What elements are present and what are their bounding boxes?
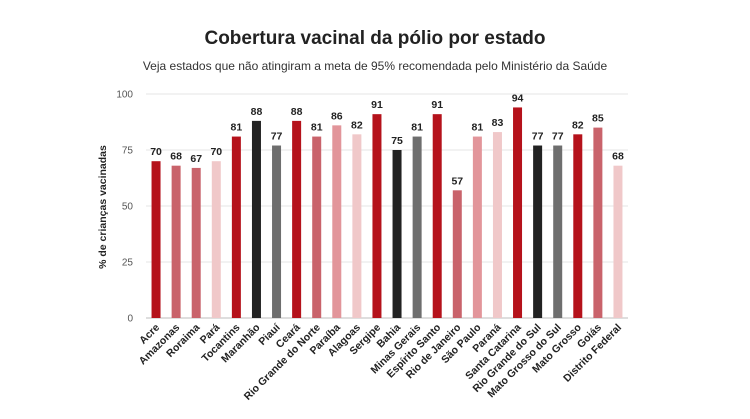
bar xyxy=(573,134,583,318)
y-axis-ticks: 0 25 50 75 100 xyxy=(116,90,133,325)
bar xyxy=(151,161,161,318)
data-label: 88 xyxy=(291,106,303,118)
data-label: 81 xyxy=(472,122,484,134)
y-tick-label: 50 xyxy=(122,202,134,213)
bar xyxy=(533,145,543,318)
data-label: 67 xyxy=(190,153,202,165)
bar xyxy=(372,114,382,318)
bar xyxy=(553,145,563,318)
chart-subtitle: Veja estados que não atingiram a meta de… xyxy=(142,59,608,73)
data-label: 94 xyxy=(512,92,524,104)
data-label: 88 xyxy=(251,106,263,118)
data-label: 70 xyxy=(210,146,222,158)
bar xyxy=(513,107,523,318)
y-axis-label: % de crianças vacinadas xyxy=(97,145,109,269)
data-label: 82 xyxy=(351,119,363,131)
bar xyxy=(211,161,221,318)
data-label: 86 xyxy=(331,110,343,122)
data-label: 68 xyxy=(612,151,624,163)
y-tick-label: 100 xyxy=(116,90,133,101)
data-label: 81 xyxy=(311,122,323,134)
bar xyxy=(392,150,402,318)
bar xyxy=(171,165,181,318)
data-label: 81 xyxy=(231,122,243,134)
data-label: 82 xyxy=(572,119,584,131)
data-label: 91 xyxy=(431,99,443,111)
data-label: 70 xyxy=(150,146,162,158)
bar xyxy=(432,114,442,318)
data-label: 85 xyxy=(592,113,604,125)
bar xyxy=(272,145,282,318)
bar xyxy=(472,136,482,318)
y-tick-label: 25 xyxy=(122,258,134,269)
bar xyxy=(452,190,462,318)
data-label: 83 xyxy=(492,117,504,129)
bar xyxy=(492,132,502,318)
data-labels: 70 68 67 70 81 88 77 88 81 86 82 91 75 81 91 57 81 83 94 77… xyxy=(150,92,624,187)
data-label: 57 xyxy=(451,175,463,187)
data-label: 75 xyxy=(391,135,403,147)
bar xyxy=(412,136,422,318)
bar xyxy=(613,165,623,318)
data-label: 68 xyxy=(170,151,182,163)
data-label: 77 xyxy=(271,131,283,143)
bar xyxy=(251,120,261,318)
data-label: 81 xyxy=(411,122,423,134)
bar xyxy=(312,136,322,318)
data-label: 91 xyxy=(371,99,383,111)
y-tick-label: 0 xyxy=(127,314,133,325)
bar xyxy=(593,127,603,318)
gridlines xyxy=(146,93,628,319)
bar xyxy=(191,167,201,318)
data-label: 77 xyxy=(552,131,564,143)
bar xyxy=(332,125,342,318)
bars xyxy=(151,107,623,318)
y-tick-label: 75 xyxy=(122,146,134,157)
bar xyxy=(231,136,241,318)
data-label: 77 xyxy=(532,131,544,143)
category-labels: AcreAmazonasRoraimaParáTocantinsMaranhão… xyxy=(137,321,625,403)
bar xyxy=(352,134,362,318)
bar xyxy=(292,120,302,318)
chart-title: Cobertura vacinal da pólio por estado xyxy=(204,28,546,49)
